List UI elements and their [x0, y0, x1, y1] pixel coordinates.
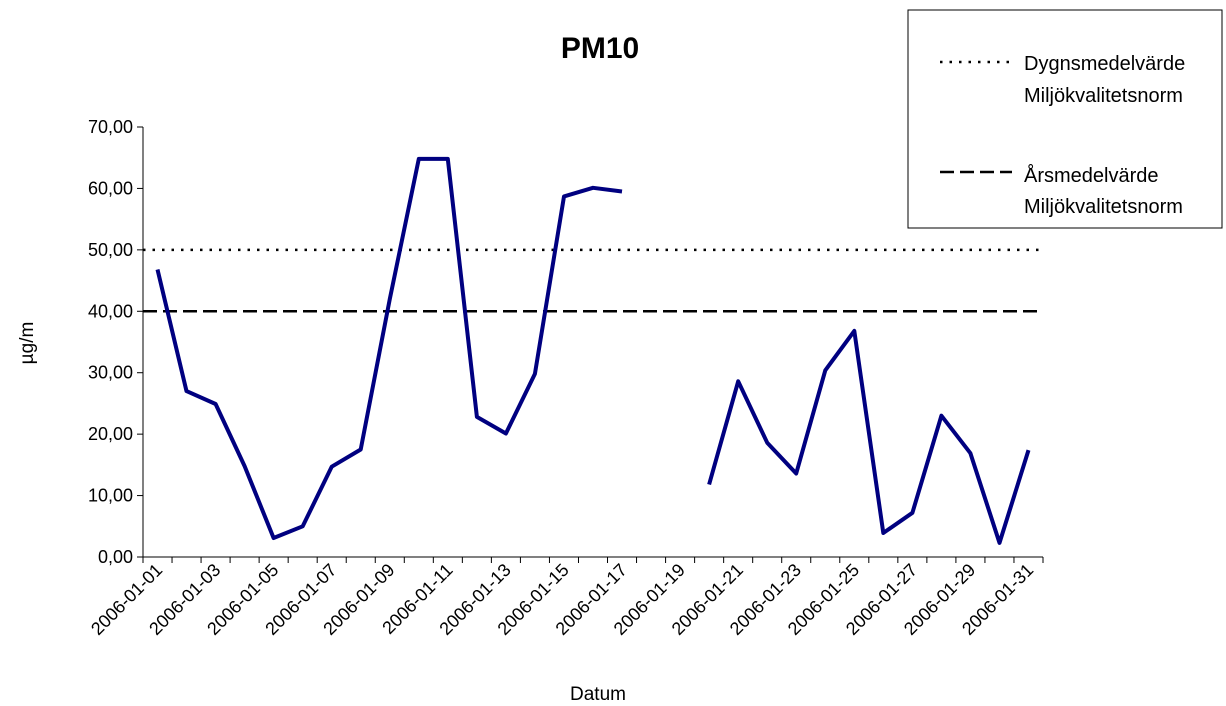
y-tick-label: 30,00	[88, 363, 133, 383]
legend: Dygnsmedelvärde Miljökvalitetsnorm Årsme…	[907, 9, 1223, 229]
y-tick-label: 70,00	[88, 117, 133, 137]
y-axis-label: µg/m	[17, 322, 38, 365]
legend-label-annual-norm: Miljökvalitetsnorm	[1024, 196, 1183, 218]
y-tick-label: 20,00	[88, 424, 133, 444]
y-tick-label: 50,00	[88, 240, 133, 260]
y-axis: 0,00 10,00 20,00 30,00 40,00 50,00 60,00 70,00	[88, 117, 144, 567]
y-tick-label: 0,00	[98, 547, 133, 567]
legend-label-daily: Dygnsmedelvärde	[1024, 53, 1185, 75]
x-axis: 2006-01-012006-01-032006-01-052006-01-07…	[87, 556, 1044, 639]
legend-label-daily-norm: Miljökvalitetsnorm	[1024, 85, 1183, 107]
x-axis-label: Datum	[570, 684, 626, 705]
legend-box	[907, 9, 1223, 229]
pm10-series-line	[155, 156, 623, 540]
y-tick-label: 10,00	[88, 486, 133, 506]
pm10-series-line	[707, 328, 1031, 545]
chart-title: PM10	[561, 32, 639, 65]
reference-lines	[143, 248, 1043, 313]
data-series	[155, 156, 1031, 545]
y-tick-label: 40,00	[88, 301, 133, 321]
legend-label-annual: Årsmedelvärde	[1024, 164, 1159, 187]
y-tick-label: 60,00	[88, 178, 133, 198]
